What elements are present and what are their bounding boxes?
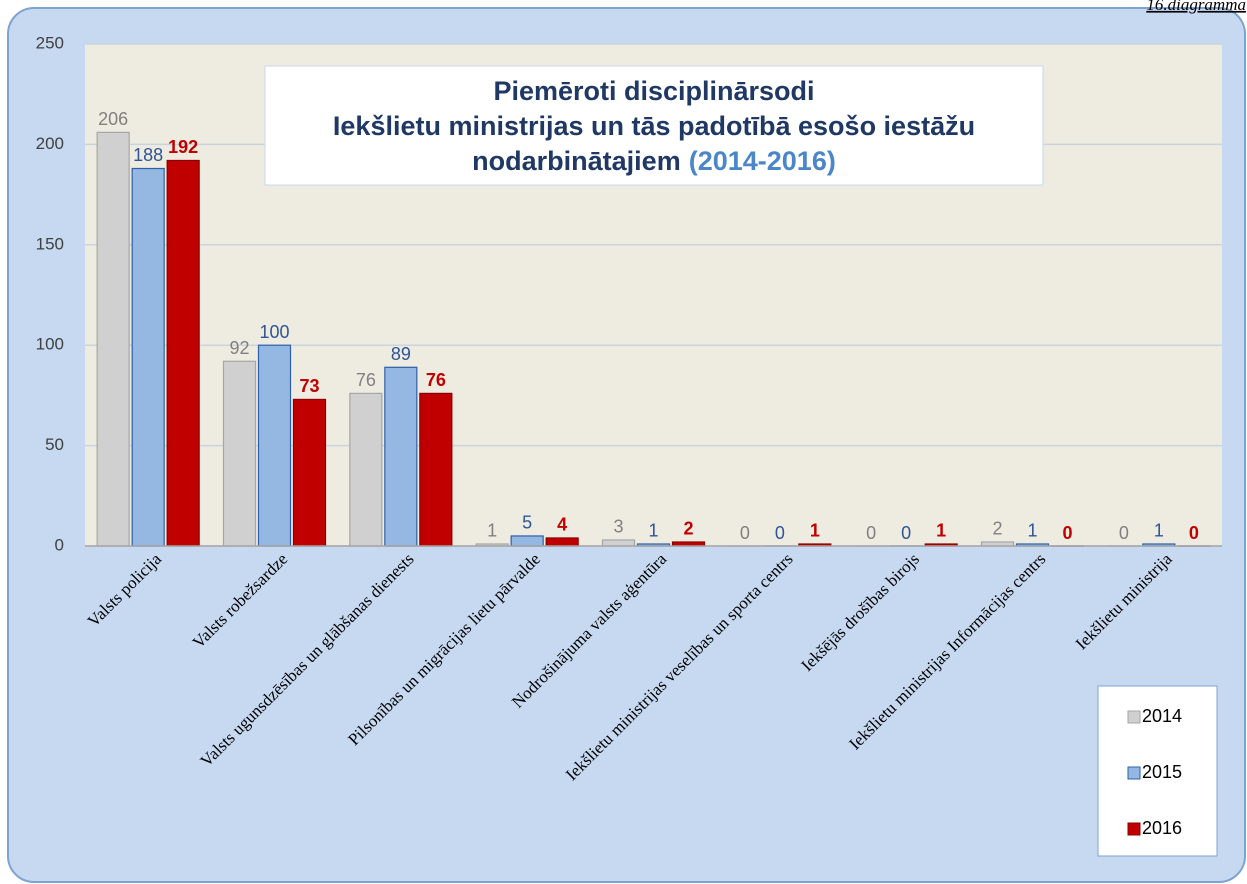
bar [96,131,130,547]
data-label: 73 [299,376,319,396]
y-tick-label: 0 [55,535,64,554]
data-label: 0 [775,523,785,543]
bar [166,159,200,547]
legend-swatch [1127,766,1141,780]
data-label: 0 [901,523,911,543]
y-tick-label: 50 [45,435,64,454]
data-label: 0 [866,523,876,543]
bar [257,344,292,547]
data-label: 3 [613,517,623,537]
data-label: 2 [683,519,693,539]
chart-title: nodarbinātajiem (2014-2016) [472,146,836,176]
y-tick-label: 150 [36,234,64,253]
bar [601,539,636,547]
annotation: 16.diagramma [1146,0,1246,14]
data-label: 1 [487,521,497,541]
data-label: 76 [356,370,376,390]
data-label: 1 [810,521,820,541]
bar [545,537,579,547]
legend: 2014 2015 2016 [1097,685,1218,857]
y-tick-label: 250 [36,33,64,52]
y-tick-label: 100 [36,335,64,354]
data-label: 2 [992,519,1002,539]
data-label: 0 [1189,523,1199,543]
legend-swatch [1127,710,1141,724]
bar [222,360,257,547]
data-label: 0 [1119,523,1129,543]
legend-box [1097,685,1218,857]
bar [349,392,383,547]
legend-label: 2016 [1142,818,1182,838]
chart-subtitle: (2014-2016) [689,146,836,176]
data-label: 89 [391,344,411,364]
data-label: 188 [133,145,163,165]
data-label: 1 [1154,521,1164,541]
bar [131,167,165,547]
data-label: 92 [229,338,249,358]
data-label: 1 [648,521,658,541]
bar [292,398,327,547]
data-label: 192 [168,137,198,157]
chart-title: nodarbinātajiem [472,146,681,176]
data-label: 76 [426,370,446,390]
data-label: 0 [740,523,750,543]
data-label: 5 [522,513,532,533]
data-label: 1 [936,521,946,541]
data-label: 100 [259,322,289,342]
chart-title: Piemēroti disciplinārsodi [493,76,814,106]
bar [510,535,544,547]
title-box [264,65,1044,186]
bars [96,131,1211,547]
bar [384,366,418,547]
legend-label: 2014 [1142,706,1182,726]
legend-label: 2015 [1142,762,1182,782]
data-label: 0 [1062,523,1072,543]
y-tick-label: 200 [36,134,64,153]
data-label: 206 [98,109,128,129]
data-label: 1 [1027,521,1037,541]
bar [419,392,453,547]
legend-swatch [1127,822,1141,836]
data-label: 4 [557,515,567,535]
chart-title: Iekšlietu ministrijas un tās padotībā es… [333,111,975,141]
